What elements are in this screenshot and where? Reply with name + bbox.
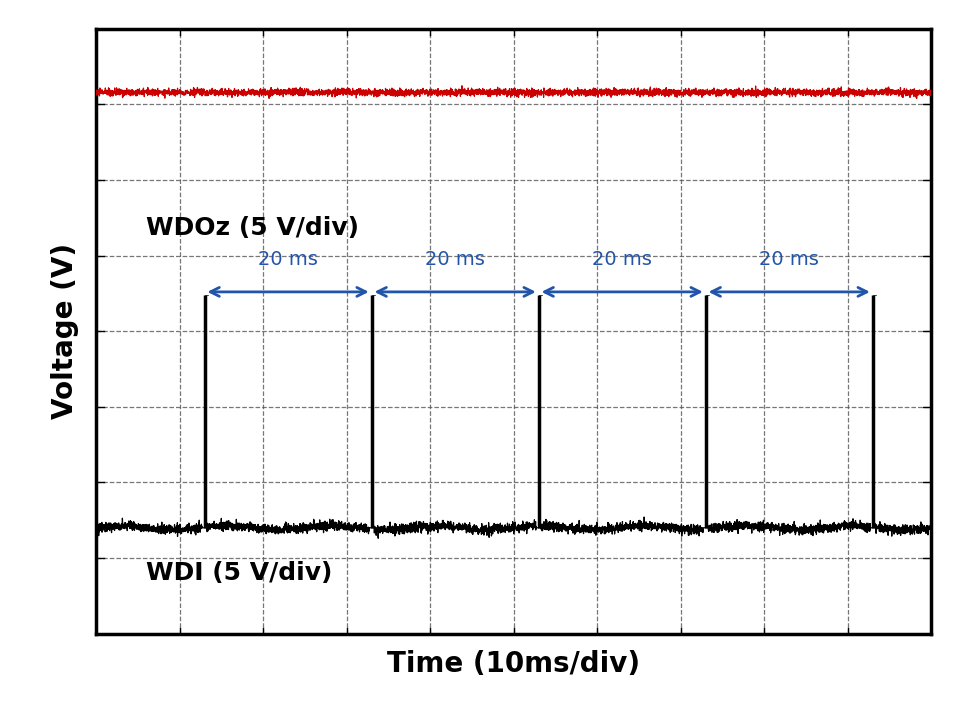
Text: 20 ms: 20 ms — [425, 250, 485, 269]
Y-axis label: Voltage (V): Voltage (V) — [51, 243, 80, 419]
X-axis label: Time (10ms/div): Time (10ms/div) — [387, 650, 640, 678]
Text: 20 ms: 20 ms — [592, 250, 652, 269]
Text: 20 ms: 20 ms — [258, 250, 318, 269]
Text: WDOz (5 V/div): WDOz (5 V/div) — [146, 217, 359, 240]
Text: WDI (5 V/div): WDI (5 V/div) — [146, 561, 332, 585]
Text: 20 ms: 20 ms — [759, 250, 819, 269]
